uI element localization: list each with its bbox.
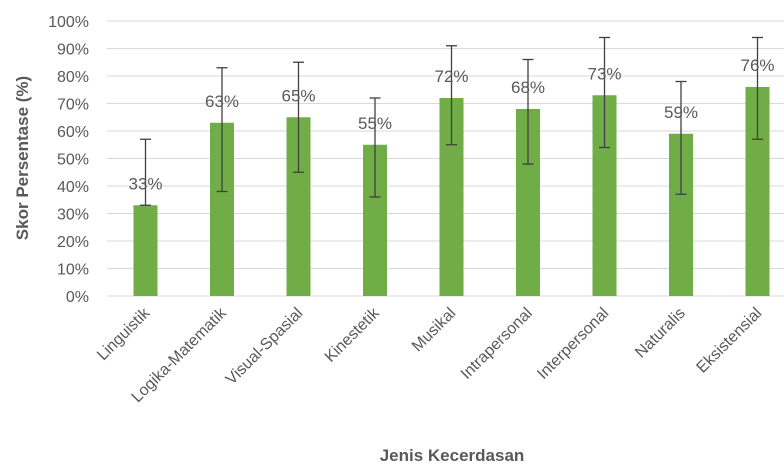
- data-label: 59%: [664, 103, 698, 122]
- y-tick-label: 10%: [57, 262, 89, 279]
- y-tick-labels: 0% 10% 20% 30% 40% 50% 60% 70% 80% 90% 100%: [48, 14, 89, 306]
- error-bar: [446, 45, 457, 146]
- bar-linguistik: [133, 205, 158, 296]
- data-label: 63%: [205, 92, 239, 111]
- data-label: 65%: [281, 86, 315, 105]
- data-labels: 33% 63% 65% 55% 72% 68% 73% 59% 76%: [128, 56, 774, 193]
- bars: [133, 87, 770, 296]
- y-tick-label: 30%: [57, 207, 89, 224]
- data-label: 73%: [587, 64, 621, 83]
- y-tick-label: 40%: [57, 179, 89, 196]
- x-tick-label: Eksistensial: [694, 305, 766, 377]
- error-bar: [522, 58, 534, 165]
- x-tick-label: Naturalis: [632, 305, 689, 362]
- y-tick-label: 100%: [48, 14, 89, 31]
- x-tick-label: Interpersonal: [534, 305, 612, 383]
- y-tick-label: 60%: [57, 124, 89, 141]
- error-bars: [140, 36, 763, 206]
- y-tick-label: 80%: [57, 69, 89, 86]
- data-label: 33%: [128, 174, 162, 193]
- error-bar: [675, 80, 687, 195]
- x-tick-label: Visual-Spasial: [223, 305, 307, 389]
- x-axis-title: Jenis Kecerdasan: [380, 446, 525, 465]
- y-tick-label: 0%: [66, 289, 89, 306]
- data-label: 76%: [740, 56, 774, 75]
- error-bar: [752, 36, 763, 140]
- y-axis-title: Skor Persentase (%): [13, 76, 32, 240]
- x-tick-label: Intrapersonal: [458, 305, 536, 383]
- y-tick-label: 50%: [57, 152, 89, 169]
- data-label: 68%: [511, 78, 545, 97]
- error-bar: [216, 67, 228, 193]
- y-tick-label: 20%: [57, 234, 89, 251]
- x-tick-label: Linguistik: [94, 304, 154, 364]
- y-tick-label: 70%: [57, 97, 89, 114]
- data-label: 72%: [434, 67, 468, 86]
- data-label: 55%: [358, 114, 392, 133]
- y-tick-label: 90%: [57, 42, 89, 59]
- error-bar: [293, 61, 304, 173]
- x-tick-label: Musikal: [409, 305, 459, 355]
- error-bar: [140, 138, 151, 206]
- error-bar: [369, 97, 381, 198]
- x-tick-labels: LinguistikLogika-MatematikVisual-Spasial…: [94, 304, 765, 406]
- x-tick-label: Kinestetik: [322, 304, 384, 366]
- error-bar: [599, 36, 610, 149]
